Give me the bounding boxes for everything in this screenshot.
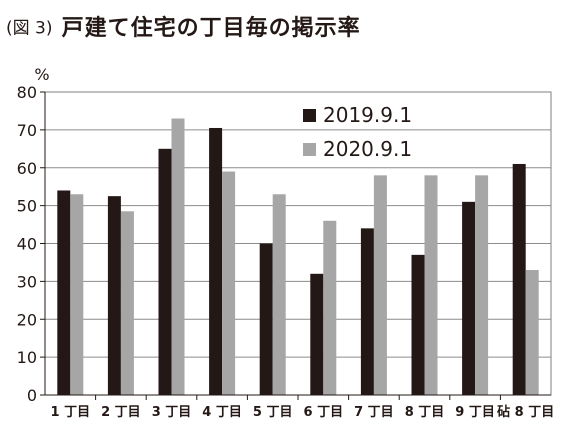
bar-series-2: [70, 194, 84, 395]
x-tick-label: 砧 8 丁目: [497, 404, 554, 420]
x-tick-label: 7 丁目: [354, 405, 394, 420]
bar-series-1: [462, 201, 476, 395]
y-tick-label: 10: [17, 348, 37, 367]
y-axis-label: %: [34, 65, 49, 84]
y-tick-label: 30: [17, 272, 37, 291]
bar-series-1: [512, 163, 526, 395]
chart-title: 戸建て住宅の丁目毎の掲示率: [61, 16, 361, 41]
bar-series-2: [222, 171, 236, 395]
figure-title: (図 3) 戸建て住宅の丁目毎の掲示率: [6, 10, 361, 42]
bar-series-2: [272, 194, 286, 395]
bar-series-2: [424, 175, 438, 395]
bar-series-1: [259, 243, 273, 395]
bar-series-1: [411, 254, 425, 395]
bar-series-1: [360, 228, 374, 395]
bar-series-1: [107, 196, 121, 395]
y-tick-label: 60: [17, 159, 37, 178]
x-tick-label: 1 丁目: [51, 405, 91, 420]
bar-series-2: [171, 118, 185, 395]
x-tick-label: 6 丁目: [304, 405, 344, 420]
legend-swatch: [303, 143, 316, 156]
bar-series-1: [57, 190, 71, 395]
x-tick-label: 5 丁目: [253, 405, 293, 420]
bar-series-2: [475, 175, 489, 395]
bar-series-2: [120, 211, 134, 395]
legend-swatch: [303, 109, 316, 122]
x-tick-label: 4 丁目: [202, 405, 242, 420]
bar-series-1: [158, 148, 172, 395]
y-tick-label: 80: [17, 83, 37, 102]
bar-series-1: [209, 127, 223, 395]
y-tick-label: 70: [17, 121, 37, 140]
bar-series-1: [310, 273, 324, 395]
x-tick-label: 9 丁目: [455, 405, 495, 420]
y-tick-label: 50: [17, 197, 37, 216]
bar-series-2: [525, 270, 539, 395]
legend-label: 2020.9.1: [323, 137, 412, 161]
x-tick-label: 3 丁目: [152, 405, 192, 420]
x-tick-label: 8 丁目: [405, 405, 445, 420]
y-tick-label: 0: [27, 386, 37, 405]
figure-number: (図 3): [6, 18, 53, 39]
legend-label: 2019.9.1: [323, 103, 412, 127]
y-tick-label: 40: [17, 235, 37, 254]
bar-series-2: [373, 175, 387, 395]
bar-series-2: [323, 220, 337, 395]
x-tick-label: 2 丁目: [101, 405, 141, 420]
y-tick-label: 20: [17, 310, 37, 329]
